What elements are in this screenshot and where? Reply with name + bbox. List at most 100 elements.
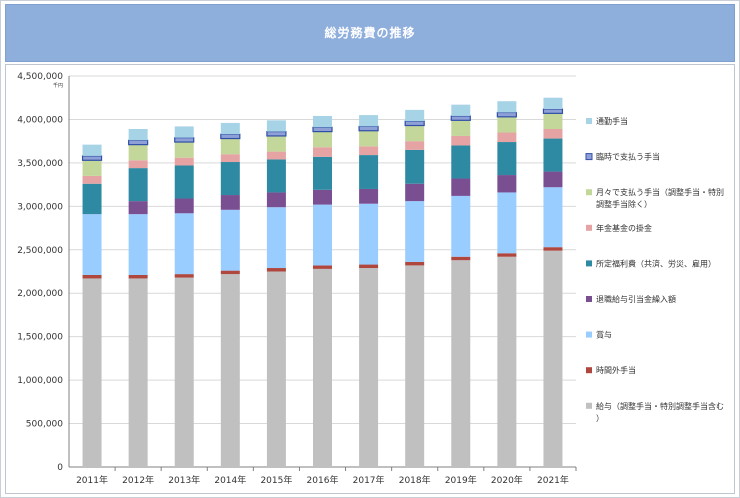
x-tick-label: 2011年 xyxy=(76,474,108,486)
bar-segment xyxy=(313,156,332,190)
bar-segment xyxy=(82,175,102,184)
bar-segment xyxy=(313,268,332,467)
bar-segment xyxy=(220,133,241,140)
bar-segment xyxy=(128,278,148,467)
bar-segment xyxy=(405,125,425,142)
bar-segment xyxy=(497,132,517,143)
legend-label: 通勤手当 xyxy=(596,116,628,126)
bar-segment xyxy=(405,141,425,150)
legend-label: 月々で支払う手当（調整手当・特別 xyxy=(596,187,724,197)
legend-swatch xyxy=(586,296,592,302)
chart-title: 総労務費の推移 xyxy=(324,26,416,40)
bar-segment xyxy=(81,155,103,161)
bar-segment xyxy=(313,189,332,205)
bar-segment xyxy=(128,274,148,279)
bar-segment xyxy=(128,139,149,146)
bar-segment xyxy=(543,171,563,188)
bar-segment xyxy=(174,142,194,158)
bar-segment xyxy=(359,130,379,147)
bar-segment xyxy=(82,183,102,215)
bar-segment xyxy=(497,256,517,467)
x-tick-label: 2013年 xyxy=(168,474,200,486)
bar-segment xyxy=(543,187,563,248)
bar-segment xyxy=(82,214,102,275)
legend-swatch xyxy=(586,224,592,231)
bar-segment xyxy=(359,115,379,127)
legend-swatch xyxy=(585,153,593,161)
y-tick-label: 500,000 xyxy=(26,420,63,430)
bar-segment xyxy=(174,137,195,143)
bar-segment xyxy=(266,271,286,467)
legend-label: 時間外手当 xyxy=(596,365,636,375)
bar-segment xyxy=(359,146,379,156)
bar-segment xyxy=(174,198,194,214)
bar-segment xyxy=(450,115,471,121)
y-tick-label: 2,500,000 xyxy=(17,246,63,256)
bar-segment xyxy=(451,145,471,179)
bar-segment xyxy=(174,157,194,166)
stacked-bar-chart: 0 500,000 1,000,000 1,500,000 2,000,000 2,500… xyxy=(17,72,724,486)
bar-segment xyxy=(497,175,517,193)
bar-segment xyxy=(451,104,471,116)
legend-label: 所定福利費（共済、労災、雇用） xyxy=(596,258,716,268)
y-tick-label: 2,000,000 xyxy=(17,289,63,299)
y-tick-label: 1,500,000 xyxy=(17,333,63,343)
bar-segment xyxy=(82,274,102,279)
legend-swatch xyxy=(586,331,592,338)
bar-segment xyxy=(174,165,194,199)
bar-segment xyxy=(174,213,194,275)
x-tick-label: 2018年 xyxy=(399,474,431,486)
bar-segment xyxy=(128,214,148,275)
bar-segment xyxy=(542,108,564,114)
bar-segment xyxy=(128,160,148,169)
y-tick-label: 1,000,000 xyxy=(17,376,63,386)
bar-segment xyxy=(266,131,287,137)
bar-segment xyxy=(405,261,425,266)
bar-segment xyxy=(451,256,471,261)
bar-segment xyxy=(313,147,332,157)
legend-label: 臨時で支払う手当 xyxy=(596,152,660,162)
y-tick-label: 4,000,000 xyxy=(17,115,63,125)
y-tick-label: 3,000,000 xyxy=(17,202,63,212)
legend-label: 年金基金の掛金 xyxy=(596,223,652,233)
bar-segment xyxy=(359,268,379,467)
bar-segment xyxy=(82,278,102,467)
bar-segment xyxy=(174,277,194,467)
bar-segment xyxy=(497,142,517,176)
bar-segment xyxy=(451,178,471,196)
y-tick-label: 4,500,000 xyxy=(17,72,63,82)
bar-segment xyxy=(543,113,563,130)
bar-segment xyxy=(128,201,148,215)
bar-segment xyxy=(405,149,425,184)
bar-segment xyxy=(543,97,563,110)
bar-segment xyxy=(451,195,471,257)
legend-label: ） xyxy=(596,414,604,423)
bar-segment xyxy=(451,120,471,136)
legend-label: 賞与 xyxy=(596,330,612,340)
legend-swatch xyxy=(586,402,592,409)
bar-segment xyxy=(451,135,471,146)
bar-segment xyxy=(220,154,240,163)
bar-segment xyxy=(359,264,379,269)
legend-swatch xyxy=(586,367,592,374)
bar-segment xyxy=(220,195,240,210)
bar-segment xyxy=(266,268,286,272)
bar-segment xyxy=(174,126,194,138)
y-unit-label: 千円 xyxy=(53,82,63,89)
bar-segment xyxy=(220,209,240,271)
bar-segment xyxy=(220,138,240,155)
bar-segment xyxy=(82,160,102,176)
bar-segment xyxy=(497,101,517,113)
chart-area: 0 500,000 1,000,000 1,500,000 2,000,000 2,500… xyxy=(5,64,735,494)
bar-segment xyxy=(497,192,517,254)
bar-segment xyxy=(359,155,379,189)
bar-segment xyxy=(312,126,333,133)
bar-segment xyxy=(174,274,194,278)
x-tick-label: 2016年 xyxy=(307,474,339,486)
x-tick-label: 2015年 xyxy=(260,474,292,486)
bar-segment xyxy=(496,111,517,118)
bar-segment xyxy=(266,207,286,269)
bar-segment xyxy=(543,138,563,172)
bar-segment xyxy=(497,253,517,257)
